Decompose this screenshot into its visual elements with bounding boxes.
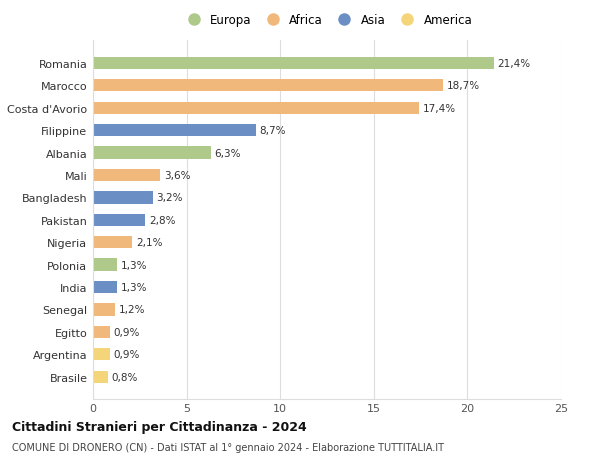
Text: 3,6%: 3,6%	[164, 171, 191, 180]
Bar	[93, 281, 118, 294]
Bar	[93, 236, 133, 249]
Text: 8,7%: 8,7%	[260, 126, 286, 136]
Text: 0,9%: 0,9%	[113, 350, 140, 359]
Text: 17,4%: 17,4%	[422, 103, 455, 113]
Bar	[93, 80, 443, 92]
Text: 2,8%: 2,8%	[149, 215, 176, 225]
Text: 0,9%: 0,9%	[113, 327, 140, 337]
Bar	[93, 102, 419, 115]
Bar	[93, 125, 256, 137]
Bar	[93, 259, 118, 271]
Bar	[93, 57, 494, 70]
Text: 21,4%: 21,4%	[497, 59, 530, 69]
Text: 3,2%: 3,2%	[157, 193, 183, 203]
Bar	[93, 169, 160, 182]
Text: COMUNE DI DRONERO (CN) - Dati ISTAT al 1° gennaio 2024 - Elaborazione TUTTITALIA: COMUNE DI DRONERO (CN) - Dati ISTAT al 1…	[12, 442, 444, 452]
Legend: Europa, Africa, Asia, America: Europa, Africa, Asia, America	[179, 11, 475, 29]
Bar	[93, 304, 115, 316]
Text: 2,1%: 2,1%	[136, 238, 163, 248]
Bar	[93, 348, 110, 361]
Text: 18,7%: 18,7%	[447, 81, 480, 91]
Bar	[93, 371, 108, 383]
Text: 1,3%: 1,3%	[121, 260, 148, 270]
Bar	[93, 192, 153, 204]
Bar	[93, 214, 145, 226]
Text: 6,3%: 6,3%	[215, 148, 241, 158]
Text: 1,3%: 1,3%	[121, 282, 148, 292]
Text: Cittadini Stranieri per Cittadinanza - 2024: Cittadini Stranieri per Cittadinanza - 2…	[12, 420, 307, 433]
Bar	[93, 147, 211, 159]
Text: 0,8%: 0,8%	[112, 372, 138, 382]
Bar	[93, 326, 110, 338]
Text: 1,2%: 1,2%	[119, 305, 146, 315]
